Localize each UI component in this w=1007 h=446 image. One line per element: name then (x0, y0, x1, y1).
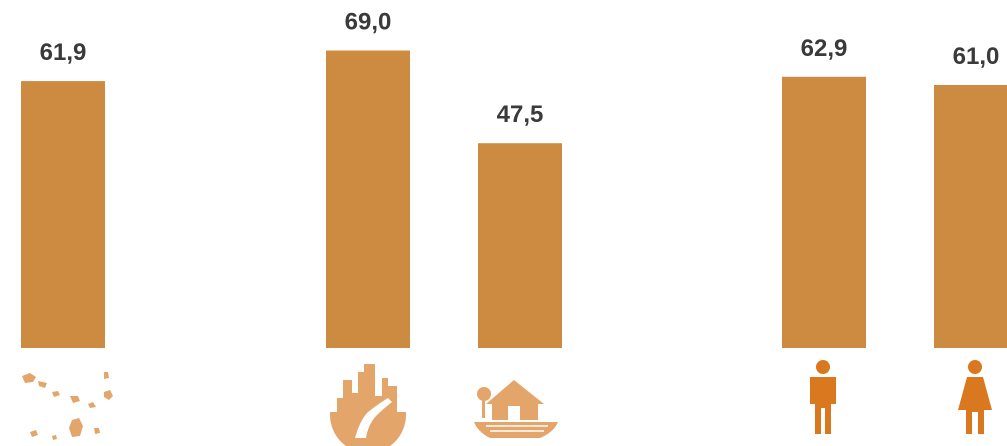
value-labels-layer: 61,9 69,0 47,5 62,9 61,0 (40, 9, 1000, 129)
female-person-icon (958, 360, 992, 434)
cape-verde-islands-map-icon (22, 372, 113, 440)
value-label-4: 62,9 (801, 35, 848, 62)
bar-5 (934, 85, 1007, 348)
bar-2 (326, 50, 410, 348)
bar-3 (478, 143, 562, 348)
value-label-3: 47,5 (497, 101, 544, 128)
urban-city-icon (330, 364, 406, 446)
value-label-2: 69,0 (345, 9, 392, 36)
bars-layer (21, 50, 1007, 349)
male-person-icon (810, 360, 836, 434)
bar-4 (782, 76, 866, 349)
bar-1 (21, 81, 105, 348)
value-label-5: 61,0 (953, 43, 1000, 70)
value-label-1: 61,9 (40, 39, 87, 66)
rural-house-field-icon (474, 380, 558, 438)
